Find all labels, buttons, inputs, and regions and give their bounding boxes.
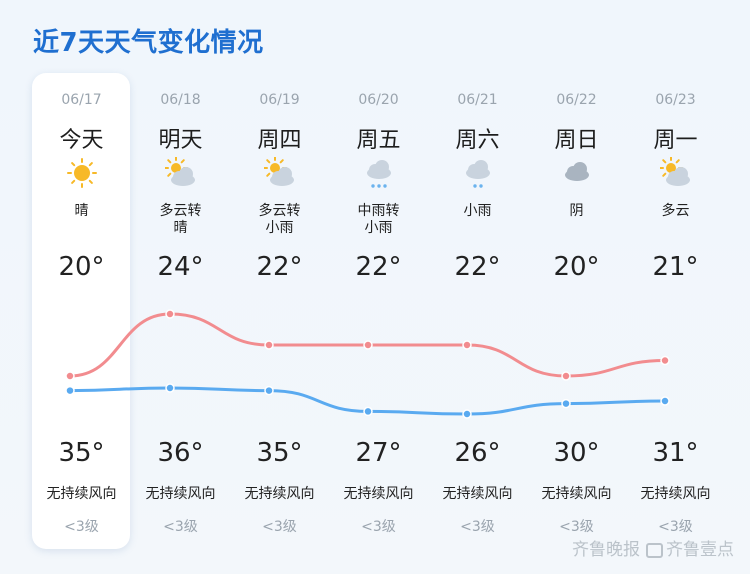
high-temp-curve-point — [660, 396, 670, 406]
day-condition: 中雨转 小雨 — [357, 203, 400, 236]
day-wind-level: <3级 — [361, 519, 396, 535]
day-low-temp: 24° — [157, 252, 204, 282]
low-temp-curve-point — [561, 371, 571, 381]
low-temp-curve-point — [65, 371, 75, 381]
day-column: 06/23 周一 多云 21° 31° 无持续风向 <3级 — [626, 0, 725, 574]
sun-icon — [66, 158, 97, 188]
rain-icon — [366, 160, 391, 188]
watermark: 齐鲁晚报 齐鲁壹点 — [572, 535, 734, 560]
day-date: 06/21 — [457, 92, 498, 108]
low-temp-curve-point — [462, 340, 472, 350]
day-wind-direction: 无持续风向 — [244, 486, 315, 502]
day-date: 06/20 — [358, 92, 399, 108]
day-wind-direction: 无持续风向 — [46, 486, 117, 502]
day-high-temp: 35° — [58, 438, 105, 468]
high-temp-curve-point — [65, 385, 75, 396]
low-temp-curve-point — [165, 309, 175, 319]
day-date: 06/17 — [61, 92, 102, 108]
day-date: 06/18 — [160, 92, 201, 108]
day-wind-level: <3级 — [262, 519, 297, 535]
today-highlight-card — [32, 73, 130, 549]
day-condition: 多云转 晴 — [159, 203, 202, 236]
day-wind-level: <3级 — [163, 519, 198, 535]
day-high-temp: 27° — [355, 438, 402, 468]
day-date: 06/19 — [259, 92, 300, 108]
day-date: 06/22 — [556, 92, 597, 108]
day-wind-direction: 无持续风向 — [343, 486, 414, 502]
day-weekday: 周五 — [356, 128, 401, 153]
high-temp-curve-point — [363, 406, 373, 417]
day-condition: 阴 — [569, 203, 584, 219]
day-date: 06/23 — [655, 92, 696, 108]
day-wind-level: <3级 — [460, 519, 495, 535]
day-weekday: 周一 — [653, 128, 698, 153]
day-wind-level: <3级 — [559, 519, 594, 535]
overcast-icon — [564, 162, 589, 181]
day-column: 06/21 周六 小雨 22° 26° 无持续风向 <3级 — [428, 0, 527, 574]
high-temp-curve-point — [561, 398, 571, 409]
day-column: 06/17 今天 晴 20° 35° 无持续风向 <3级 — [32, 0, 131, 574]
day-column: 06/19 周四 多云转 小雨 22° 35° 无持续风向 <3级 — [230, 0, 329, 574]
day-high-temp: 35° — [256, 438, 303, 468]
day-weekday: 周日 — [554, 128, 599, 153]
day-low-temp: 21° — [652, 252, 699, 282]
day-low-temp: 20° — [58, 252, 105, 282]
day-weekday: 明天 — [158, 128, 203, 153]
day-high-temp: 36° — [157, 438, 204, 468]
high-temp-curve-point — [462, 409, 472, 419]
day-high-temp: 30° — [553, 438, 600, 468]
day-wind-direction: 无持续风向 — [442, 486, 513, 502]
day-high-temp: 31° — [652, 438, 699, 468]
day-low-temp: 22° — [454, 252, 501, 282]
day-column: 06/20 周五 中雨转 小雨 22° 27° 无持续风向 <3级 — [329, 0, 428, 574]
high-temp-curve-point — [165, 383, 175, 393]
page-title: 近7天天气变化情况 — [33, 28, 264, 58]
day-wind-direction: 无持续风向 — [640, 486, 711, 502]
partly-cloudy-icon — [263, 157, 294, 186]
day-column: 06/18 明天 多云转 晴 24° 36° 无持续风向 <3级 — [131, 0, 230, 574]
partly-cloudy-icon — [164, 157, 195, 186]
light-rain-icon — [465, 160, 490, 188]
day-wind-direction: 无持续风向 — [541, 486, 612, 502]
day-weekday: 周六 — [455, 128, 500, 153]
day-column: 06/22 周日 阴 20° 30° 无持续风向 <3级 — [527, 0, 626, 574]
high-temp-curve-point — [264, 385, 274, 396]
day-condition: 晴 — [74, 203, 89, 219]
partly-cloudy-icon — [659, 157, 690, 186]
day-low-temp: 22° — [355, 252, 402, 282]
day-wind-level: <3级 — [658, 519, 693, 535]
day-condition: 多云转 小雨 — [258, 203, 301, 236]
low-temp-curve-point — [660, 355, 670, 366]
day-high-temp: 26° — [454, 438, 501, 468]
day-low-temp: 22° — [256, 252, 303, 282]
day-wind-direction: 无持续风向 — [145, 486, 216, 502]
watermark-text-2: 齐鲁壹点 — [666, 540, 734, 560]
low-temp-curve-point — [264, 340, 274, 350]
low-temp-curve-point — [363, 340, 373, 350]
watermark-text-1: 齐鲁晚报 — [572, 540, 640, 560]
day-condition: 小雨 — [463, 203, 492, 219]
day-weekday: 今天 — [59, 128, 104, 153]
day-weekday: 周四 — [257, 128, 302, 153]
watermark-logo-icon — [646, 543, 663, 558]
day-condition: 多云 — [661, 203, 690, 219]
day-low-temp: 20° — [553, 252, 600, 282]
day-wind-level: <3级 — [64, 519, 99, 535]
